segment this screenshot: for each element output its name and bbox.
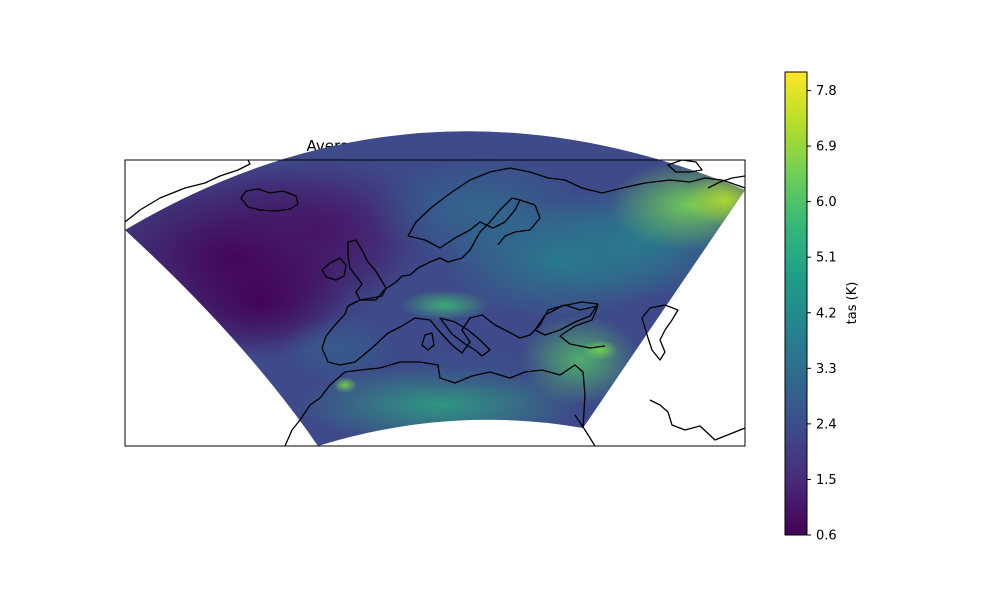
iberia-coast [321, 304, 606, 366]
colorbar-bar [785, 72, 807, 535]
finland-coast [497, 199, 541, 246]
colorbar-ticks: 0.6 1.5 2.4 3.3 4.2 5.1 6.0 6.9 7.8 [807, 84, 837, 544]
caspian-coast [641, 304, 679, 361]
colorbar-tick-label: 6.0 [816, 195, 837, 210]
great-britain-coast [347, 239, 387, 301]
novaya-zemlya-coast [707, 175, 745, 189]
red-sea-coast [574, 414, 596, 446]
iceland-coast [240, 188, 299, 212]
north-africa-coast [299, 361, 586, 429]
scandinavia-coast [407, 167, 745, 237]
map-axes [124, 131, 746, 447]
italy-coast [439, 317, 491, 357]
colorbar-tick-label: 7.8 [816, 84, 837, 99]
ireland-coast [321, 257, 347, 281]
greenland-coast [125, 160, 251, 223]
colorbar-tick-label: 3.3 [816, 362, 837, 377]
temperature-field [125, 131, 745, 446]
colorbar-border [784, 71, 808, 536]
west-africa-coast [284, 419, 301, 446]
map-border [124, 159, 746, 447]
coastlines [125, 160, 745, 446]
colorbar-tick-label: 6.9 [816, 140, 837, 155]
colorbar-tick-label: 0.6 [816, 529, 837, 544]
arctic-islands-coast [667, 160, 703, 173]
colorbar-tick-label: 5.1 [816, 251, 837, 266]
sardinia-coast [421, 332, 435, 351]
colorbar-tick-label: 2.4 [816, 417, 837, 432]
colorbar-tick-label: 4.2 [816, 306, 837, 321]
colorbar-tick-label: 1.5 [816, 473, 837, 488]
black-sea-coast [534, 301, 599, 336]
colorbar: 0.6 1.5 2.4 3.3 4.2 5.1 6.0 6.9 7.8 tas (K) [784, 71, 860, 544]
colorbar-label: tas (K) [845, 282, 860, 325]
arabia-coast [649, 399, 745, 441]
